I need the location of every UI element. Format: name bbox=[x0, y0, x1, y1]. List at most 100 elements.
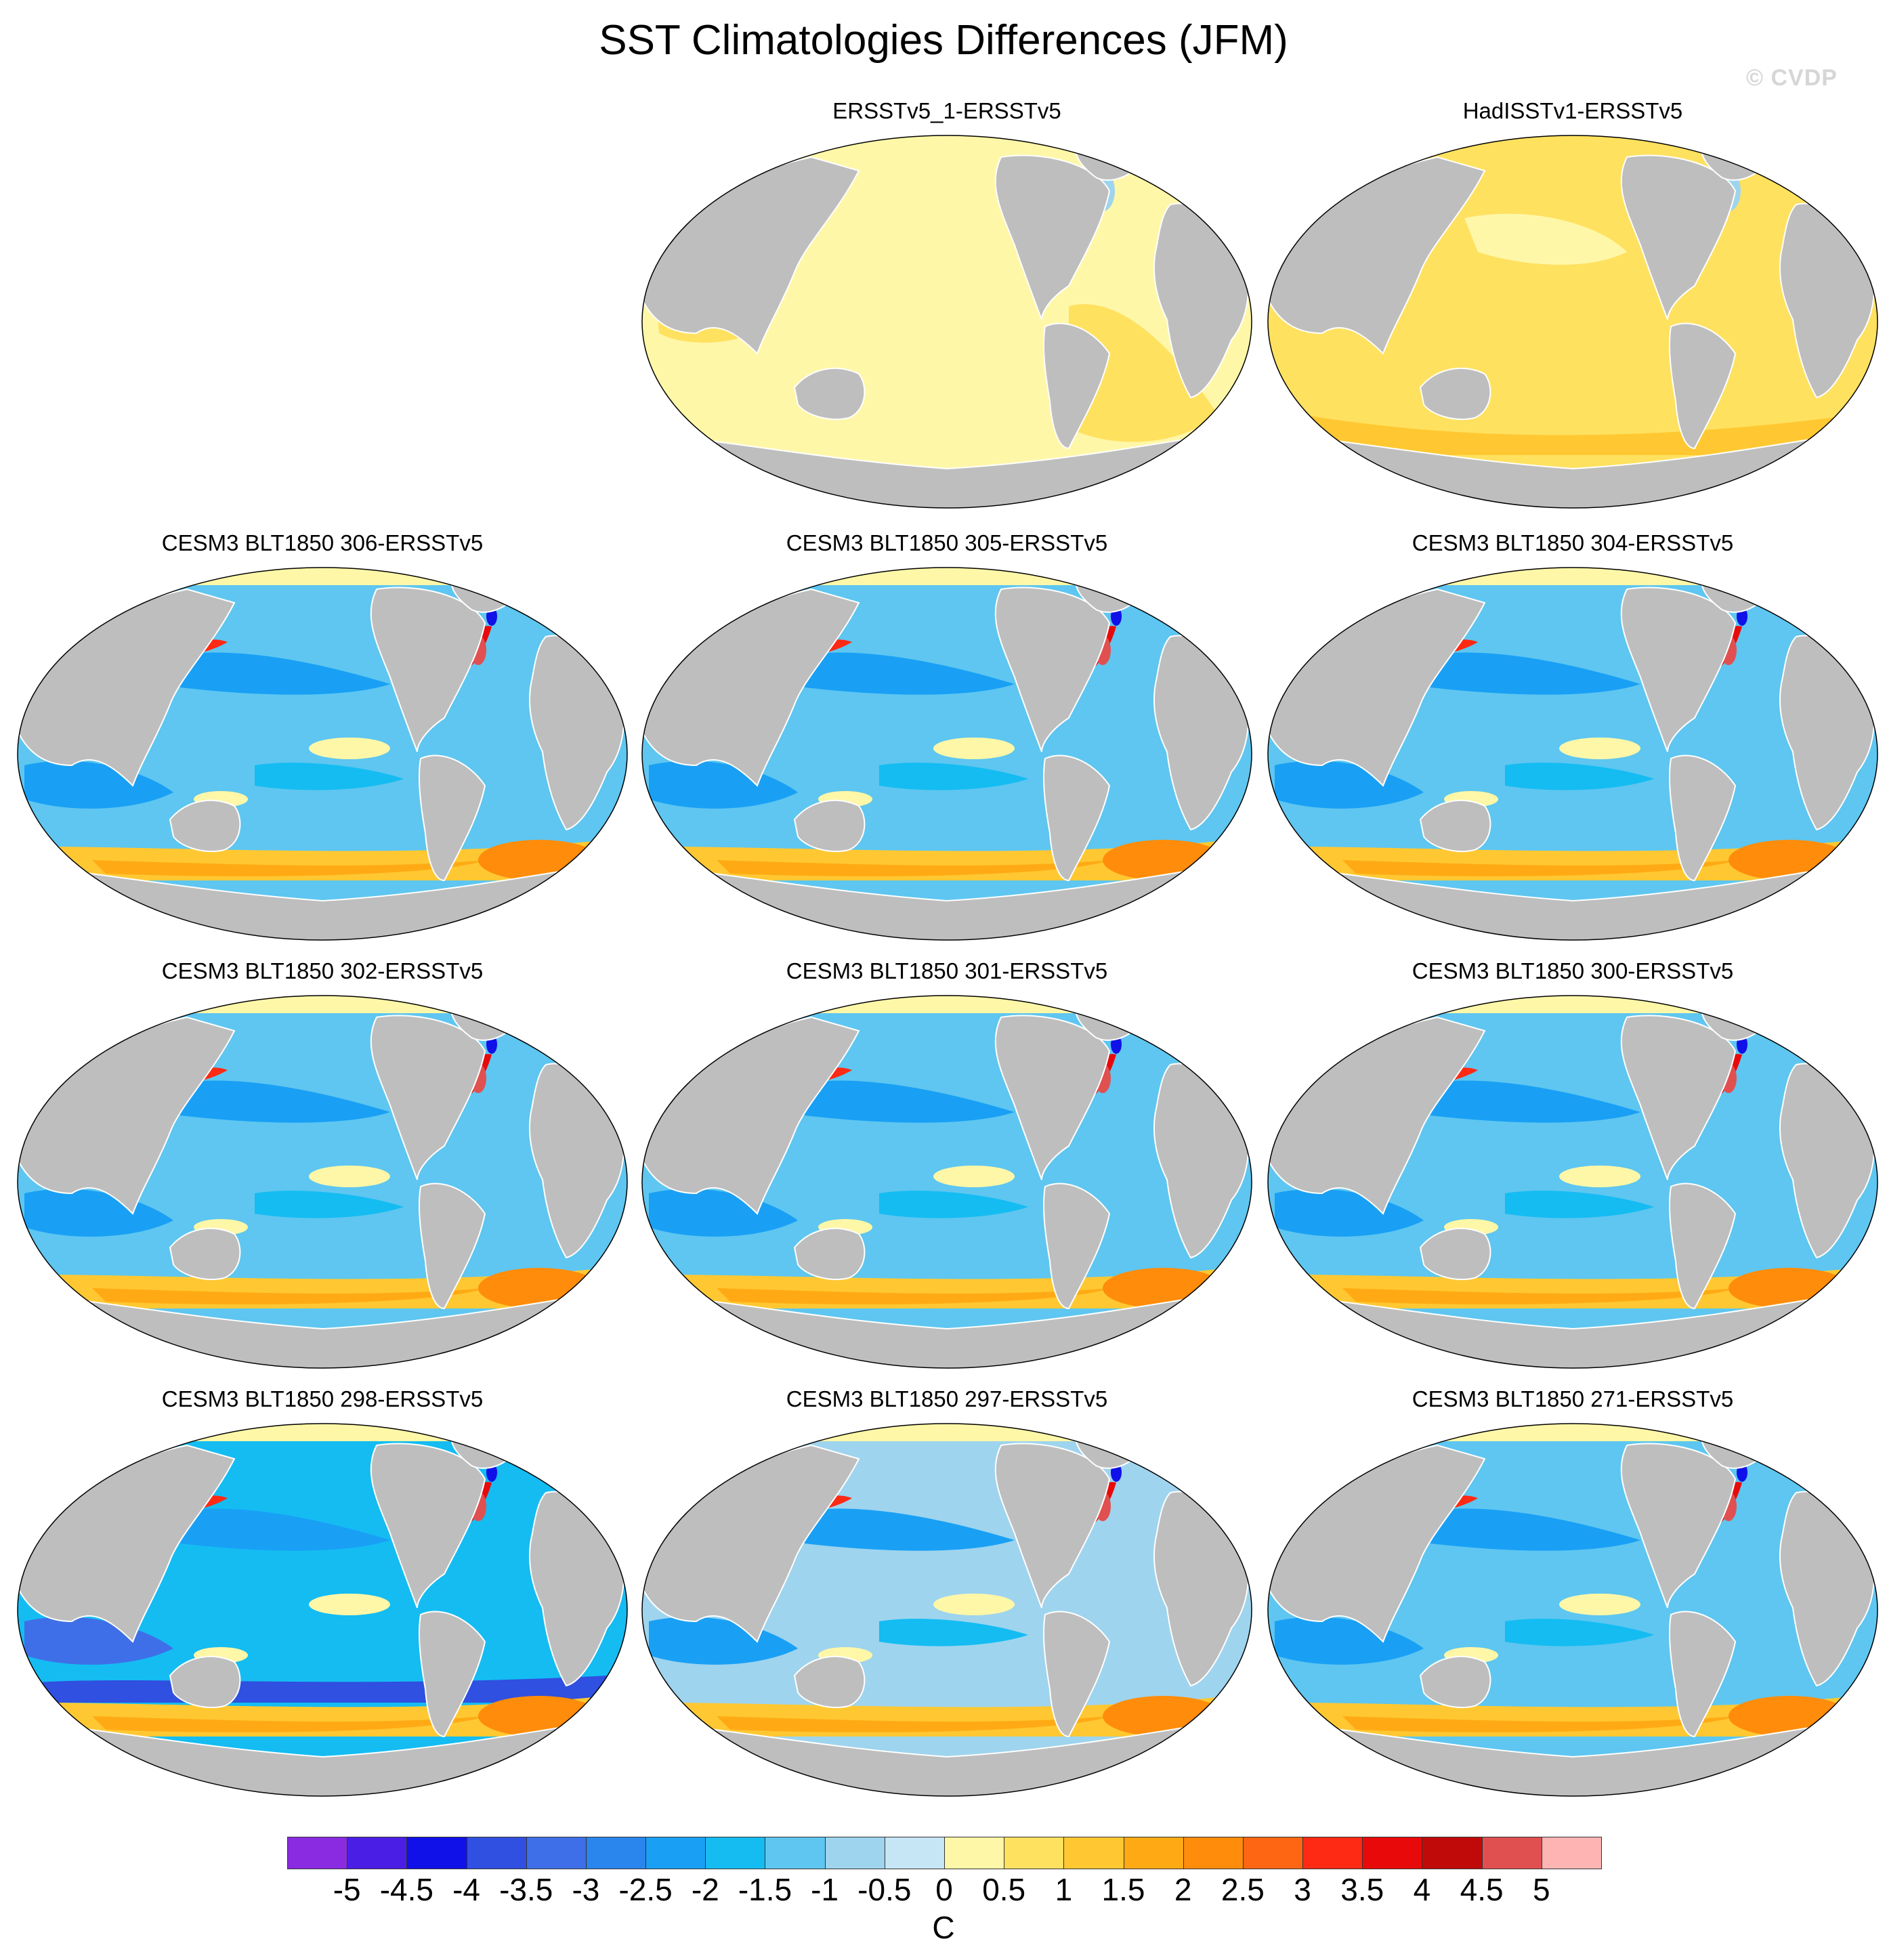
world-map bbox=[1267, 995, 1878, 1369]
colorbar-tick-label: -0.5 bbox=[857, 1872, 912, 1907]
land-mass-1 bbox=[169, 1655, 241, 1709]
warm-patch-equatorial-pacific bbox=[309, 1166, 390, 1187]
weak-anomaly-pacific bbox=[1464, 213, 1627, 265]
warm-patch-equatorial-pacific bbox=[933, 738, 1015, 759]
cold-band-indian bbox=[24, 1617, 173, 1665]
map-outline bbox=[641, 1423, 1252, 1797]
world-map bbox=[641, 995, 1252, 1369]
map-outline bbox=[1267, 995, 1878, 1369]
panel-title: CESM3 BLT1850 297-ERSSTv5 bbox=[786, 1386, 1108, 1411]
cold-band-south-pacific bbox=[879, 763, 1028, 790]
panel-title: CESM3 BLT1850 271-ERSSTv5 bbox=[1412, 1386, 1734, 1411]
colorbar-box bbox=[406, 1837, 467, 1869]
colorbar-tick-label: -2.5 bbox=[618, 1872, 673, 1907]
colorbar-tick-label: -4.5 bbox=[379, 1872, 433, 1907]
cold-band-indian bbox=[24, 761, 173, 809]
colorbar-box bbox=[1541, 1837, 1602, 1869]
map-panel-p6: CESM3 BLT1850 302-ERSSTv5 bbox=[11, 956, 634, 1376]
warm-patch-equatorial-pacific bbox=[933, 1166, 1015, 1187]
cold-band-indian bbox=[649, 1617, 798, 1665]
colorbar-box bbox=[1422, 1837, 1483, 1869]
land-mass-3 bbox=[1042, 754, 1111, 882]
colorbar-tick-label: -3.5 bbox=[499, 1872, 553, 1907]
warm-patch-equatorial-pacific bbox=[309, 1594, 390, 1615]
world-map bbox=[17, 567, 628, 941]
colorbar-box bbox=[1481, 1837, 1542, 1869]
cold-band-indian bbox=[1275, 761, 1424, 809]
colorbar-tick-label: -1.5 bbox=[738, 1872, 792, 1907]
land-mass-1 bbox=[169, 799, 241, 853]
colorbar-tick-label: -3 bbox=[572, 1872, 600, 1907]
warm-belt-core bbox=[717, 1288, 1109, 1304]
colorbar-tick-label: 2.5 bbox=[1221, 1872, 1265, 1907]
colorbar-box bbox=[585, 1837, 647, 1869]
land-mass-1 bbox=[793, 1227, 866, 1281]
map-outline bbox=[1267, 1423, 1878, 1797]
colorbar-box bbox=[765, 1837, 826, 1869]
warm-belt-core bbox=[1342, 860, 1735, 876]
arctic-anomaly bbox=[1268, 1424, 1878, 1441]
colorbar-box bbox=[1242, 1837, 1304, 1869]
warm-anomaly-southern bbox=[1302, 414, 1857, 455]
map-panel-p4: CESM3 BLT1850 305-ERSSTv5 bbox=[635, 528, 1258, 948]
warm-patch-equatorial-pacific bbox=[309, 738, 390, 759]
panel-title: CESM3 BLT1850 300-ERSSTv5 bbox=[1412, 958, 1734, 983]
land-mass-1 bbox=[793, 1655, 866, 1709]
warm-belt-core bbox=[92, 860, 485, 876]
cold-band-north-pacific bbox=[1417, 1508, 1640, 1551]
land-mass-3 bbox=[1668, 1611, 1737, 1738]
arctic-anomaly bbox=[18, 1424, 627, 1441]
colorbar-box bbox=[705, 1837, 766, 1869]
colorbar-box bbox=[347, 1837, 408, 1869]
map-panel-p5: CESM3 BLT1850 304-ERSSTv5 bbox=[1261, 528, 1884, 948]
land-mass-3 bbox=[1668, 754, 1737, 882]
colorbar-tick-label: 3.5 bbox=[1340, 1872, 1384, 1907]
map-panel-p1: ERSSTv5_1-ERSSTv5 bbox=[635, 96, 1258, 516]
world-map bbox=[17, 1423, 628, 1797]
world-map bbox=[1267, 135, 1878, 509]
map-panel-p11: CESM3 BLT1850 271-ERSSTv5 bbox=[1261, 1384, 1884, 1804]
arctic-anomaly bbox=[642, 996, 1252, 1013]
cold-band-indian bbox=[1275, 1617, 1424, 1665]
panel-title: CESM3 BLT1850 302-ERSSTv5 bbox=[161, 958, 484, 983]
colorbar-box bbox=[1004, 1837, 1065, 1869]
map-panel-p3: CESM3 BLT1850 306-ERSSTv5 bbox=[11, 528, 634, 948]
warm-belt-core bbox=[717, 1716, 1109, 1732]
land-mass-1 bbox=[1419, 1227, 1491, 1281]
warm-belt-core bbox=[1342, 1716, 1735, 1732]
cold-band-south-pacific bbox=[1505, 1619, 1654, 1646]
cold-band-north-pacific bbox=[167, 1080, 390, 1123]
colorbar-box bbox=[1302, 1837, 1363, 1869]
world-map bbox=[641, 567, 1252, 941]
world-map bbox=[641, 1423, 1252, 1797]
map-panel-p9: CESM3 BLT1850 298-ERSSTv5 bbox=[11, 1384, 634, 1804]
colorbar-box bbox=[1063, 1837, 1124, 1869]
colorbar-box bbox=[287, 1837, 348, 1869]
warm-anomaly-atlantic bbox=[1695, 304, 1844, 442]
cold-band-north-pacific bbox=[1417, 652, 1640, 695]
land-mass-1 bbox=[1419, 367, 1491, 421]
watermark: © CVDP bbox=[1746, 65, 1838, 91]
map-panel-p10: CESM3 BLT1850 297-ERSSTv5 bbox=[635, 1384, 1258, 1804]
figure-title: SST Climatologies Differences (JFM) bbox=[599, 17, 1288, 64]
colorbar-box bbox=[884, 1837, 945, 1869]
land-mass-3 bbox=[418, 754, 486, 882]
map-panel-p8: CESM3 BLT1850 300-ERSSTv5 bbox=[1261, 956, 1884, 1376]
colorbar-box bbox=[824, 1837, 885, 1869]
colorbar-tick-label: 4 bbox=[1413, 1872, 1431, 1907]
map-outline bbox=[641, 135, 1252, 509]
arctic-anomaly bbox=[1268, 568, 1878, 585]
cold-band-south-pacific bbox=[255, 763, 404, 790]
land-mass-3 bbox=[1668, 1183, 1737, 1310]
land-mass-1 bbox=[1419, 1655, 1491, 1709]
warm-patch-equatorial-pacific bbox=[1559, 1166, 1640, 1187]
land-mass-1 bbox=[1419, 799, 1491, 853]
warm-anomaly-atlantic bbox=[1069, 304, 1218, 442]
land-mass-3 bbox=[1042, 1183, 1111, 1310]
map-outline bbox=[1267, 567, 1878, 941]
colorbar-box bbox=[944, 1837, 1005, 1869]
arctic-anomaly bbox=[1268, 996, 1878, 1013]
warm-belt-core bbox=[1342, 1288, 1735, 1304]
cold-band-north-pacific bbox=[167, 652, 390, 695]
land-mass-3 bbox=[1668, 322, 1737, 450]
